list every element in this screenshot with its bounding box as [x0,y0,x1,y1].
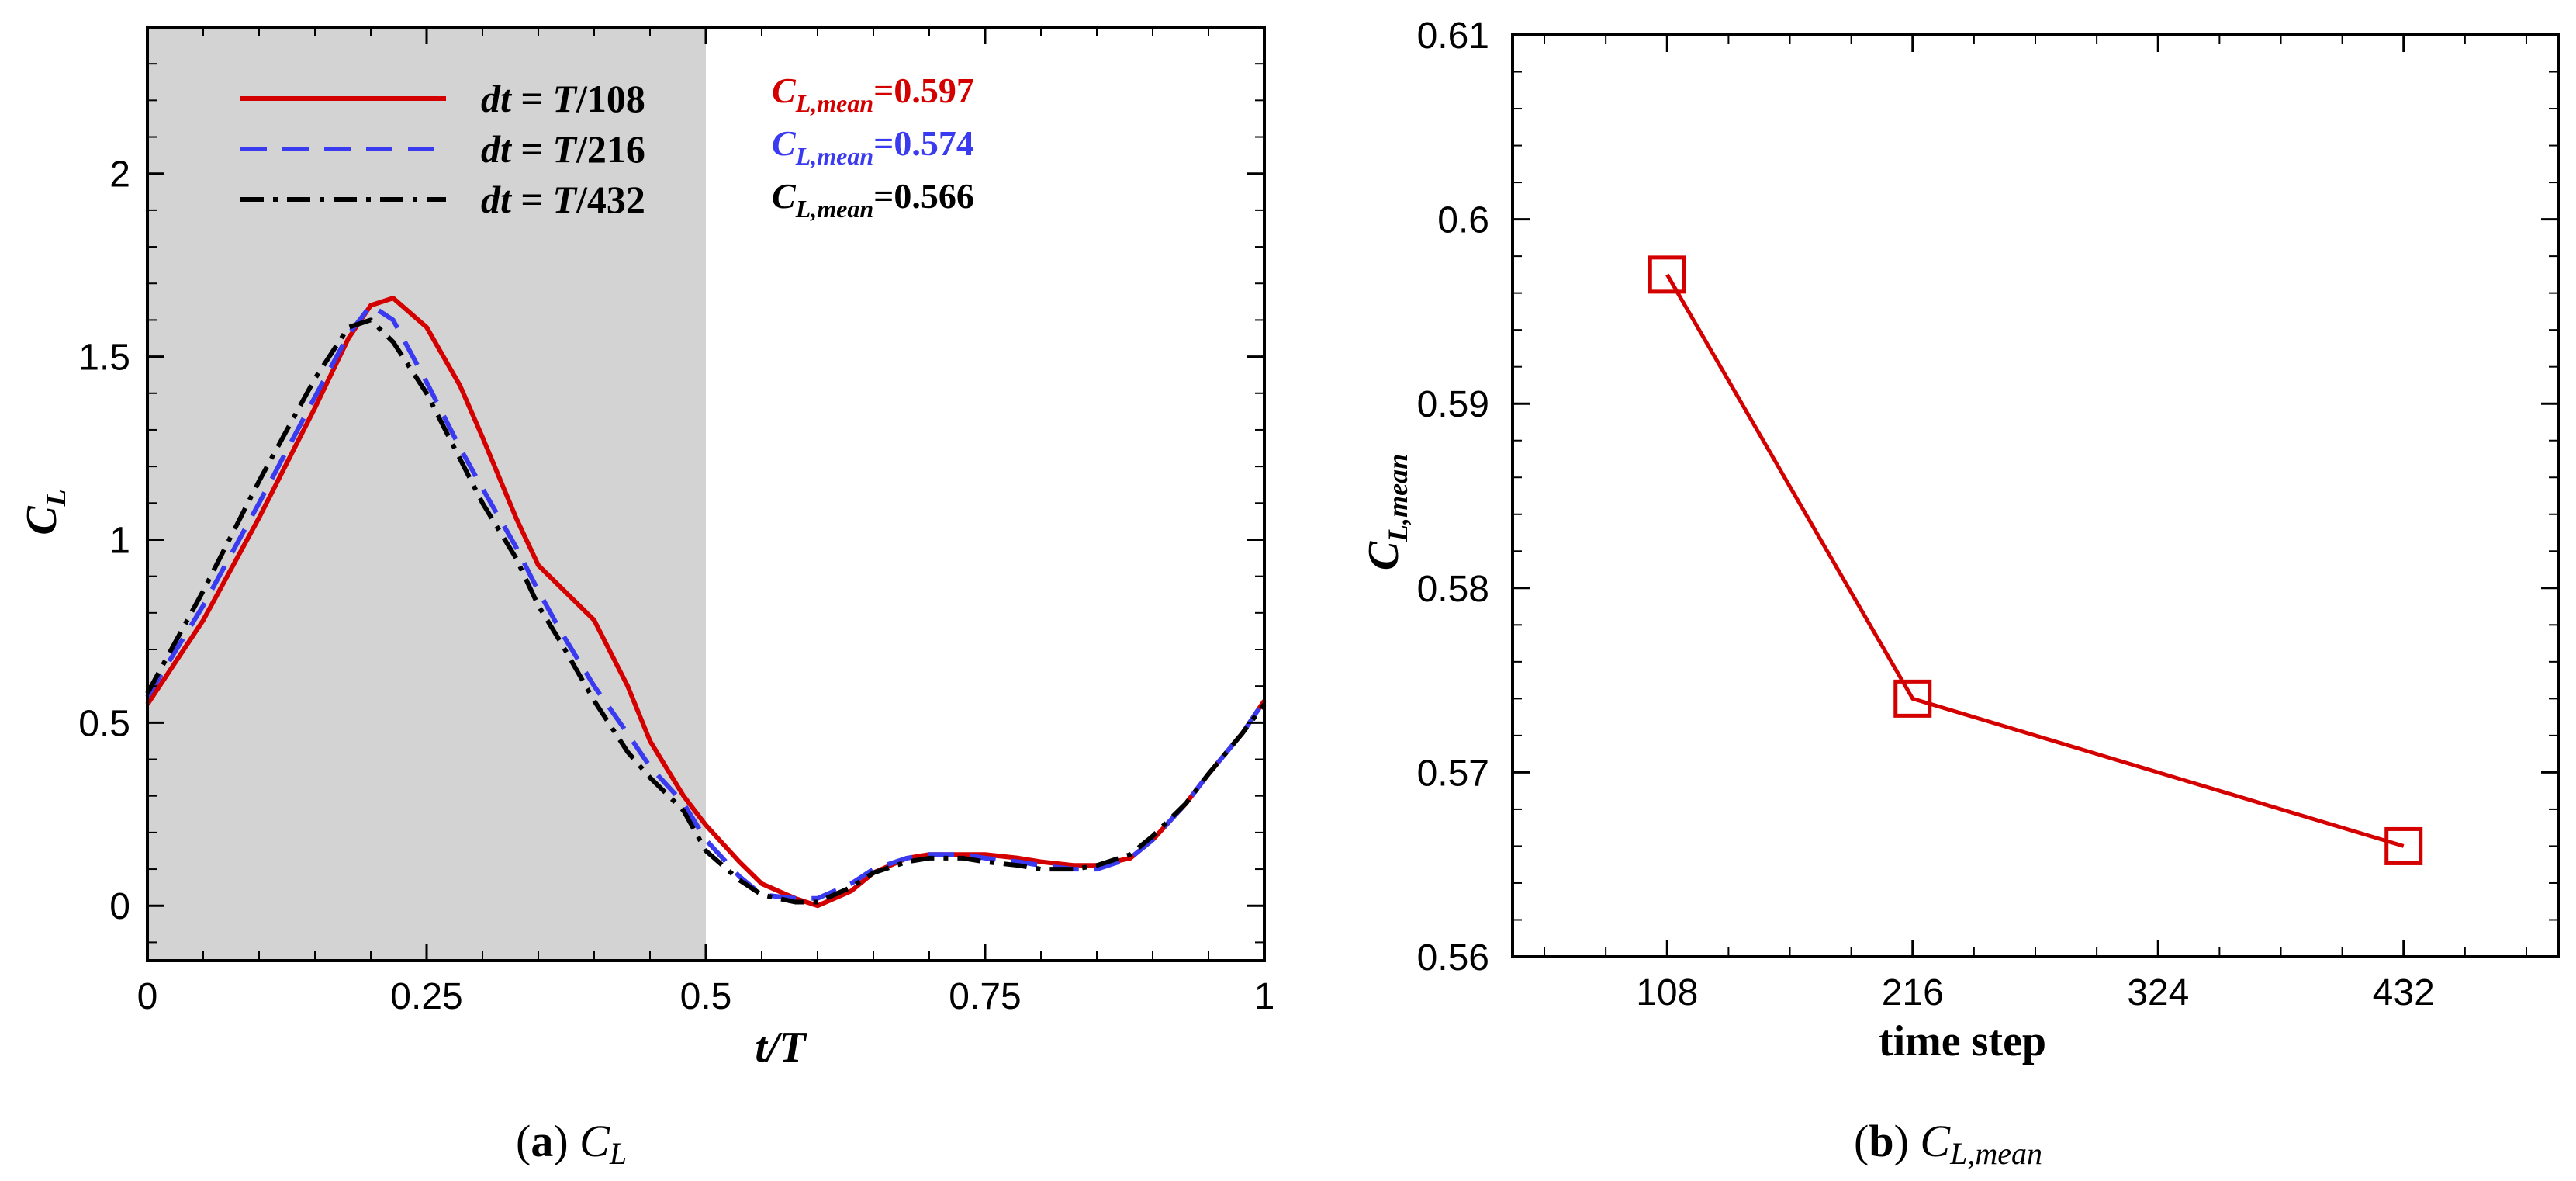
shaded-half-period-region [147,27,706,961]
x-tick-label: 324 [2127,972,2189,1013]
tick-labels-b: 108 216 324 432 0.56 0.57 0.58 0.59 0.6 0.61 [1417,16,2435,1013]
y-tick-label: 0.6 [1437,200,1489,241]
x-tick-label: 0 [137,976,158,1017]
plot-frame-b [1511,33,2560,958]
y-axis-label: CL [18,489,71,535]
y-tick-label: 1 [109,520,130,561]
x-tick-label: 1 [1254,976,1275,1017]
svg-text:CL,mean: CL,mean [1360,454,1413,570]
data-point-marker [2384,826,2423,865]
y-tick-label: 2 [109,154,130,196]
x-tick-label: 108 [1636,972,1698,1013]
cl-mean-series-group [1648,255,2423,865]
y-tick-label: 0 [109,886,130,927]
y-tick-label: 0.5 [78,703,130,744]
tick-labels: 0 0.25 0.5 0.75 1 0 0.5 1 1.5 2 [78,154,1274,1017]
data-point-marker [1893,679,1932,718]
x-tick-label: 0.25 [390,976,462,1017]
panel-b-cl-mean-convergence: 108 216 324 432 0.56 0.57 0.58 0.59 0.6 0.61 time… [1360,16,2560,1171]
y-tick-label: 0.56 [1417,937,1489,978]
caption-a: (a) CL [516,1116,627,1171]
y-tick-label: 0.58 [1417,569,1489,610]
y-tick-label: 0.61 [1417,16,1489,57]
annotation-cl-mean-432: CL,mean=0.566 [772,176,974,223]
data-point-marker [1648,255,1686,294]
y-axis-label-b: CL,mean [1360,454,1413,570]
y-tick-label: 0.59 [1417,384,1489,425]
cl-series-group [145,296,1267,909]
legend-label-dt108: dt = T/108 [481,77,645,120]
y-tick-label: 0.57 [1417,753,1489,794]
x-axis-label: t/T [755,1023,807,1072]
legend: dt = T/108 dt = T/216 dt = T/432 [240,77,645,221]
series-line-dt432 [145,317,1267,905]
x-tick-label: 216 [1882,972,1944,1013]
y-tick-label: 1.5 [78,338,130,379]
legend-label-dt432: dt = T/432 [481,178,645,221]
axis-ticks-b [1513,33,2558,958]
cl-mean-line [1665,273,2405,848]
annotation-cl-mean-108: CL,mean=0.597 [772,71,974,117]
x-axis-label-b: time step [1879,1017,2046,1065]
x-tick-label: 0.5 [680,976,732,1017]
x-tick-label: 432 [2373,972,2435,1013]
x-tick-label: 0.75 [949,976,1021,1017]
legend-label-dt216: dt = T/216 [481,127,645,171]
mean-annotations: CL,mean=0.597 CL,mean=0.574 CL,mean=0.56… [772,71,974,223]
panel-a-cl-time-history: 0 0.25 0.5 0.75 1 0 0.5 1 1.5 2 dt = T/108 dt = T… [18,26,1274,1171]
series-line-dt108 [145,296,1267,909]
annotation-cl-mean-216: CL,mean=0.574 [772,123,974,170]
svg-text:CL: CL [18,489,71,535]
caption-b: (b) CL,mean [1854,1116,2042,1171]
axis-ticks [146,27,1266,961]
